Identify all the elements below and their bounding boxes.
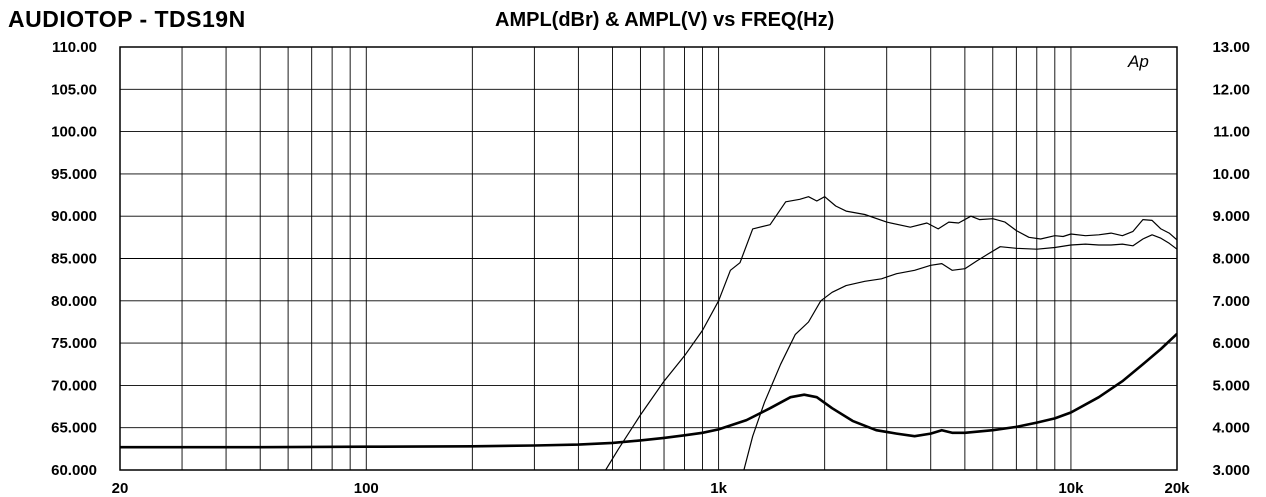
y-right-tick-label: 13.00 <box>1212 39 1250 56</box>
plot-frame <box>119 46 1178 471</box>
audio-precision-watermark: Ap <box>1127 52 1149 71</box>
series-line-3 <box>120 332 1177 449</box>
x-tick-label: 100 <box>354 480 379 497</box>
y-right-tick-label: 12.00 <box>1212 81 1250 98</box>
y-left-tick-label: 70.000 <box>51 377 97 394</box>
y-right-tick-label: 11.00 <box>1213 124 1250 141</box>
x-tick-label: 20k <box>1164 480 1190 497</box>
y-right-tick-label: 3.000 <box>1212 462 1250 479</box>
x-tick-label: 1k <box>710 480 727 497</box>
y-left-tick-label: 65.000 <box>51 420 97 437</box>
y-left-tick-label: 110.00 <box>52 39 97 56</box>
y-left-tick-label: 105.00 <box>51 81 97 98</box>
grid <box>120 47 1177 470</box>
y-right-tick-label: 10.00 <box>1212 166 1250 183</box>
y-left-tick-label: 80.000 <box>51 293 97 310</box>
series-line-2 <box>743 234 1177 470</box>
y-left-tick-label: 75.000 <box>51 335 97 352</box>
y-axis-right-labels: 3.000 4.000 5.000 6.000 7.000 8.000 9.000 10.00… <box>1212 39 1250 479</box>
chart-brand-title: AUDIOTOP - TDS19N <box>8 6 246 32</box>
y-left-tick-label: 100.00 <box>51 124 97 141</box>
y-left-tick-label: 95.000 <box>51 166 97 183</box>
y-right-tick-label: 7.000 <box>1212 293 1250 310</box>
y-left-tick-label: 60.000 <box>51 462 97 479</box>
y-left-tick-label: 90.000 <box>51 208 97 225</box>
y-right-tick-label: 8.000 <box>1212 251 1250 268</box>
x-tick-label: 20 <box>112 480 129 497</box>
y-right-tick-label: 6.000 <box>1212 335 1250 352</box>
chart-title: AMPL(dBr) & AMPL(V) vs FREQ(Hz) <box>495 9 835 31</box>
y-right-tick-label: 9.000 <box>1212 208 1250 225</box>
y-right-tick-label: 4.000 <box>1212 420 1250 437</box>
series-layer <box>120 196 1177 470</box>
x-tick-label: 10k <box>1058 480 1084 497</box>
series-line-1 <box>604 196 1177 470</box>
y-right-tick-label: 5.000 <box>1212 377 1250 394</box>
y-left-tick-label: 85.000 <box>51 251 97 268</box>
x-axis-labels: 20 100 1k 10k 20k <box>112 480 1191 497</box>
y-axis-left-labels: 60.000 65.000 70.000 75.000 80.000 85.000 90.0… <box>51 39 97 479</box>
